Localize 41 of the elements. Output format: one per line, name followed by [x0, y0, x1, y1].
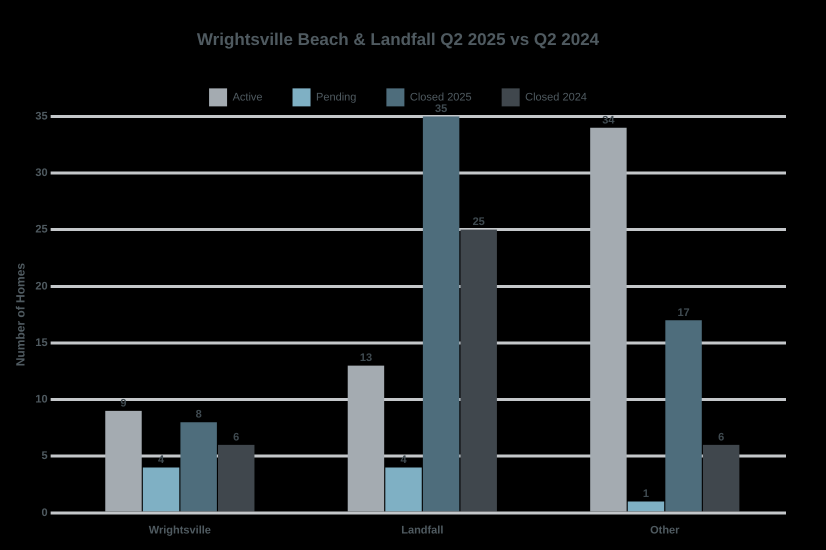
legend-label: Closed 2024 [525, 91, 587, 104]
y-tick-label: 0 [42, 506, 48, 519]
y-tick-label: 25 [35, 224, 48, 236]
x-tick-label: Wrightsville [148, 524, 211, 536]
bar [142, 467, 180, 512]
y-tick-label: 5 [42, 450, 48, 462]
y-tick-label: 35 [35, 110, 48, 122]
legend-label: Closed 2025 [410, 91, 472, 104]
bar [218, 444, 254, 512]
bar [180, 422, 217, 512]
data-label: 34 [602, 114, 616, 126]
y-tick-label: 15 [35, 336, 48, 349]
y-tick-label: 10 [35, 394, 48, 406]
bar [665, 320, 702, 512]
data-label: 4 [400, 454, 408, 466]
bar [628, 501, 664, 512]
data-label: 13 [360, 352, 372, 364]
bar [590, 128, 627, 512]
data-label: 35 [434, 102, 448, 115]
data-label: 6 [718, 431, 724, 444]
data-label: 17 [677, 306, 690, 319]
chart-title: Wrightsville Beach & Landfall Q2 2025 vs Q2 2024 [196, 30, 600, 49]
bar [460, 230, 497, 512]
bar [348, 366, 384, 512]
data-label: 8 [196, 408, 202, 421]
data-label: 25 [472, 216, 485, 228]
data-label: 4 [158, 454, 166, 466]
y-tick-label: 20 [35, 280, 48, 292]
legend-label: Pending [316, 91, 356, 104]
bar [385, 467, 422, 512]
y-axis-title: Number of Homes [14, 262, 28, 366]
x-tick-label: Landfall [401, 524, 444, 536]
data-label: 6 [233, 431, 240, 444]
bar [105, 410, 142, 512]
x-tick-label: Other [650, 524, 680, 536]
data-label: 9 [120, 397, 127, 410]
bar [422, 116, 460, 512]
data-label: 1 [642, 488, 650, 500]
y-tick-label: 30 [35, 167, 48, 180]
legend-label: Active [232, 91, 263, 104]
bar [702, 444, 740, 512]
